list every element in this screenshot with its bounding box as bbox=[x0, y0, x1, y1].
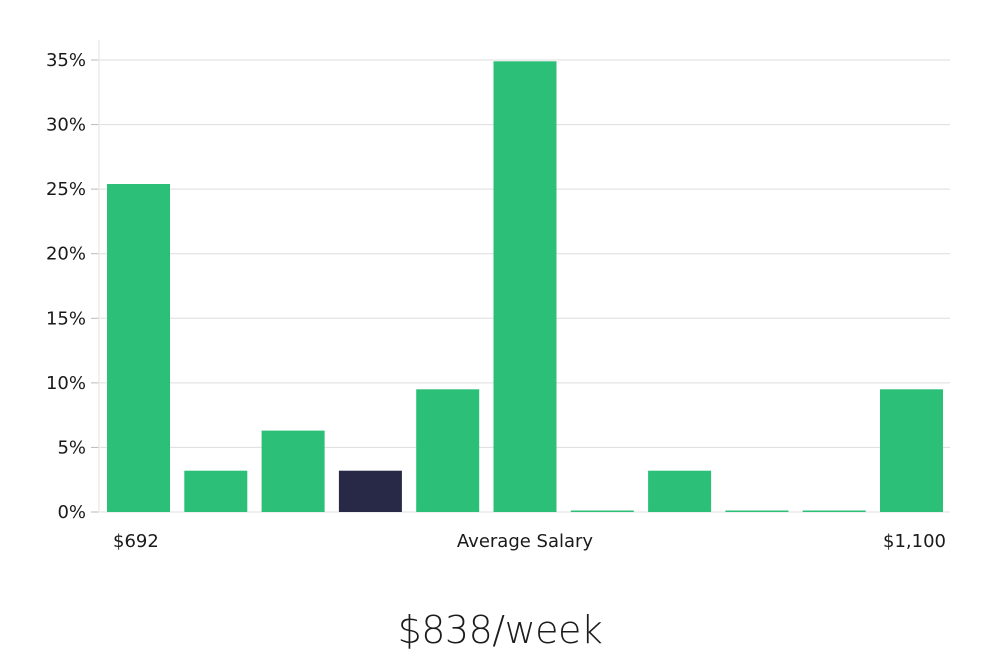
salary-histogram-chart: 0% 5% 10% 15% 20% 25% 30% 35% $692 Average Sala… bbox=[46, 40, 950, 552]
bars bbox=[107, 61, 943, 513]
x-label-center: Average Salary bbox=[457, 531, 594, 552]
bar bbox=[648, 470, 712, 512]
bar bbox=[880, 389, 943, 512]
bar bbox=[416, 389, 480, 512]
bar bbox=[261, 430, 325, 512]
bar bbox=[493, 61, 557, 513]
y-tick-label: 0% bbox=[57, 502, 86, 523]
y-tick-label: 25% bbox=[46, 179, 86, 200]
y-axis: 0% 5% 10% 15% 20% 25% 30% 35% bbox=[46, 50, 99, 523]
bar bbox=[184, 470, 248, 512]
y-tick-label: 20% bbox=[46, 244, 86, 265]
x-label-min: $692 bbox=[113, 531, 159, 552]
bar bbox=[570, 510, 634, 512]
y-tick-label: 35% bbox=[46, 50, 86, 71]
y-tick-label: 5% bbox=[57, 437, 86, 458]
bar bbox=[802, 510, 866, 512]
bar bbox=[107, 184, 170, 512]
y-tick-label: 15% bbox=[46, 308, 86, 329]
bar bbox=[725, 510, 789, 512]
x-label-max: $1,100 bbox=[883, 531, 946, 552]
bar-highlighted bbox=[338, 470, 402, 512]
y-tick-label: 30% bbox=[46, 115, 86, 136]
y-tick-label: 10% bbox=[46, 373, 86, 394]
average-salary-value: $838/week bbox=[397, 608, 603, 652]
